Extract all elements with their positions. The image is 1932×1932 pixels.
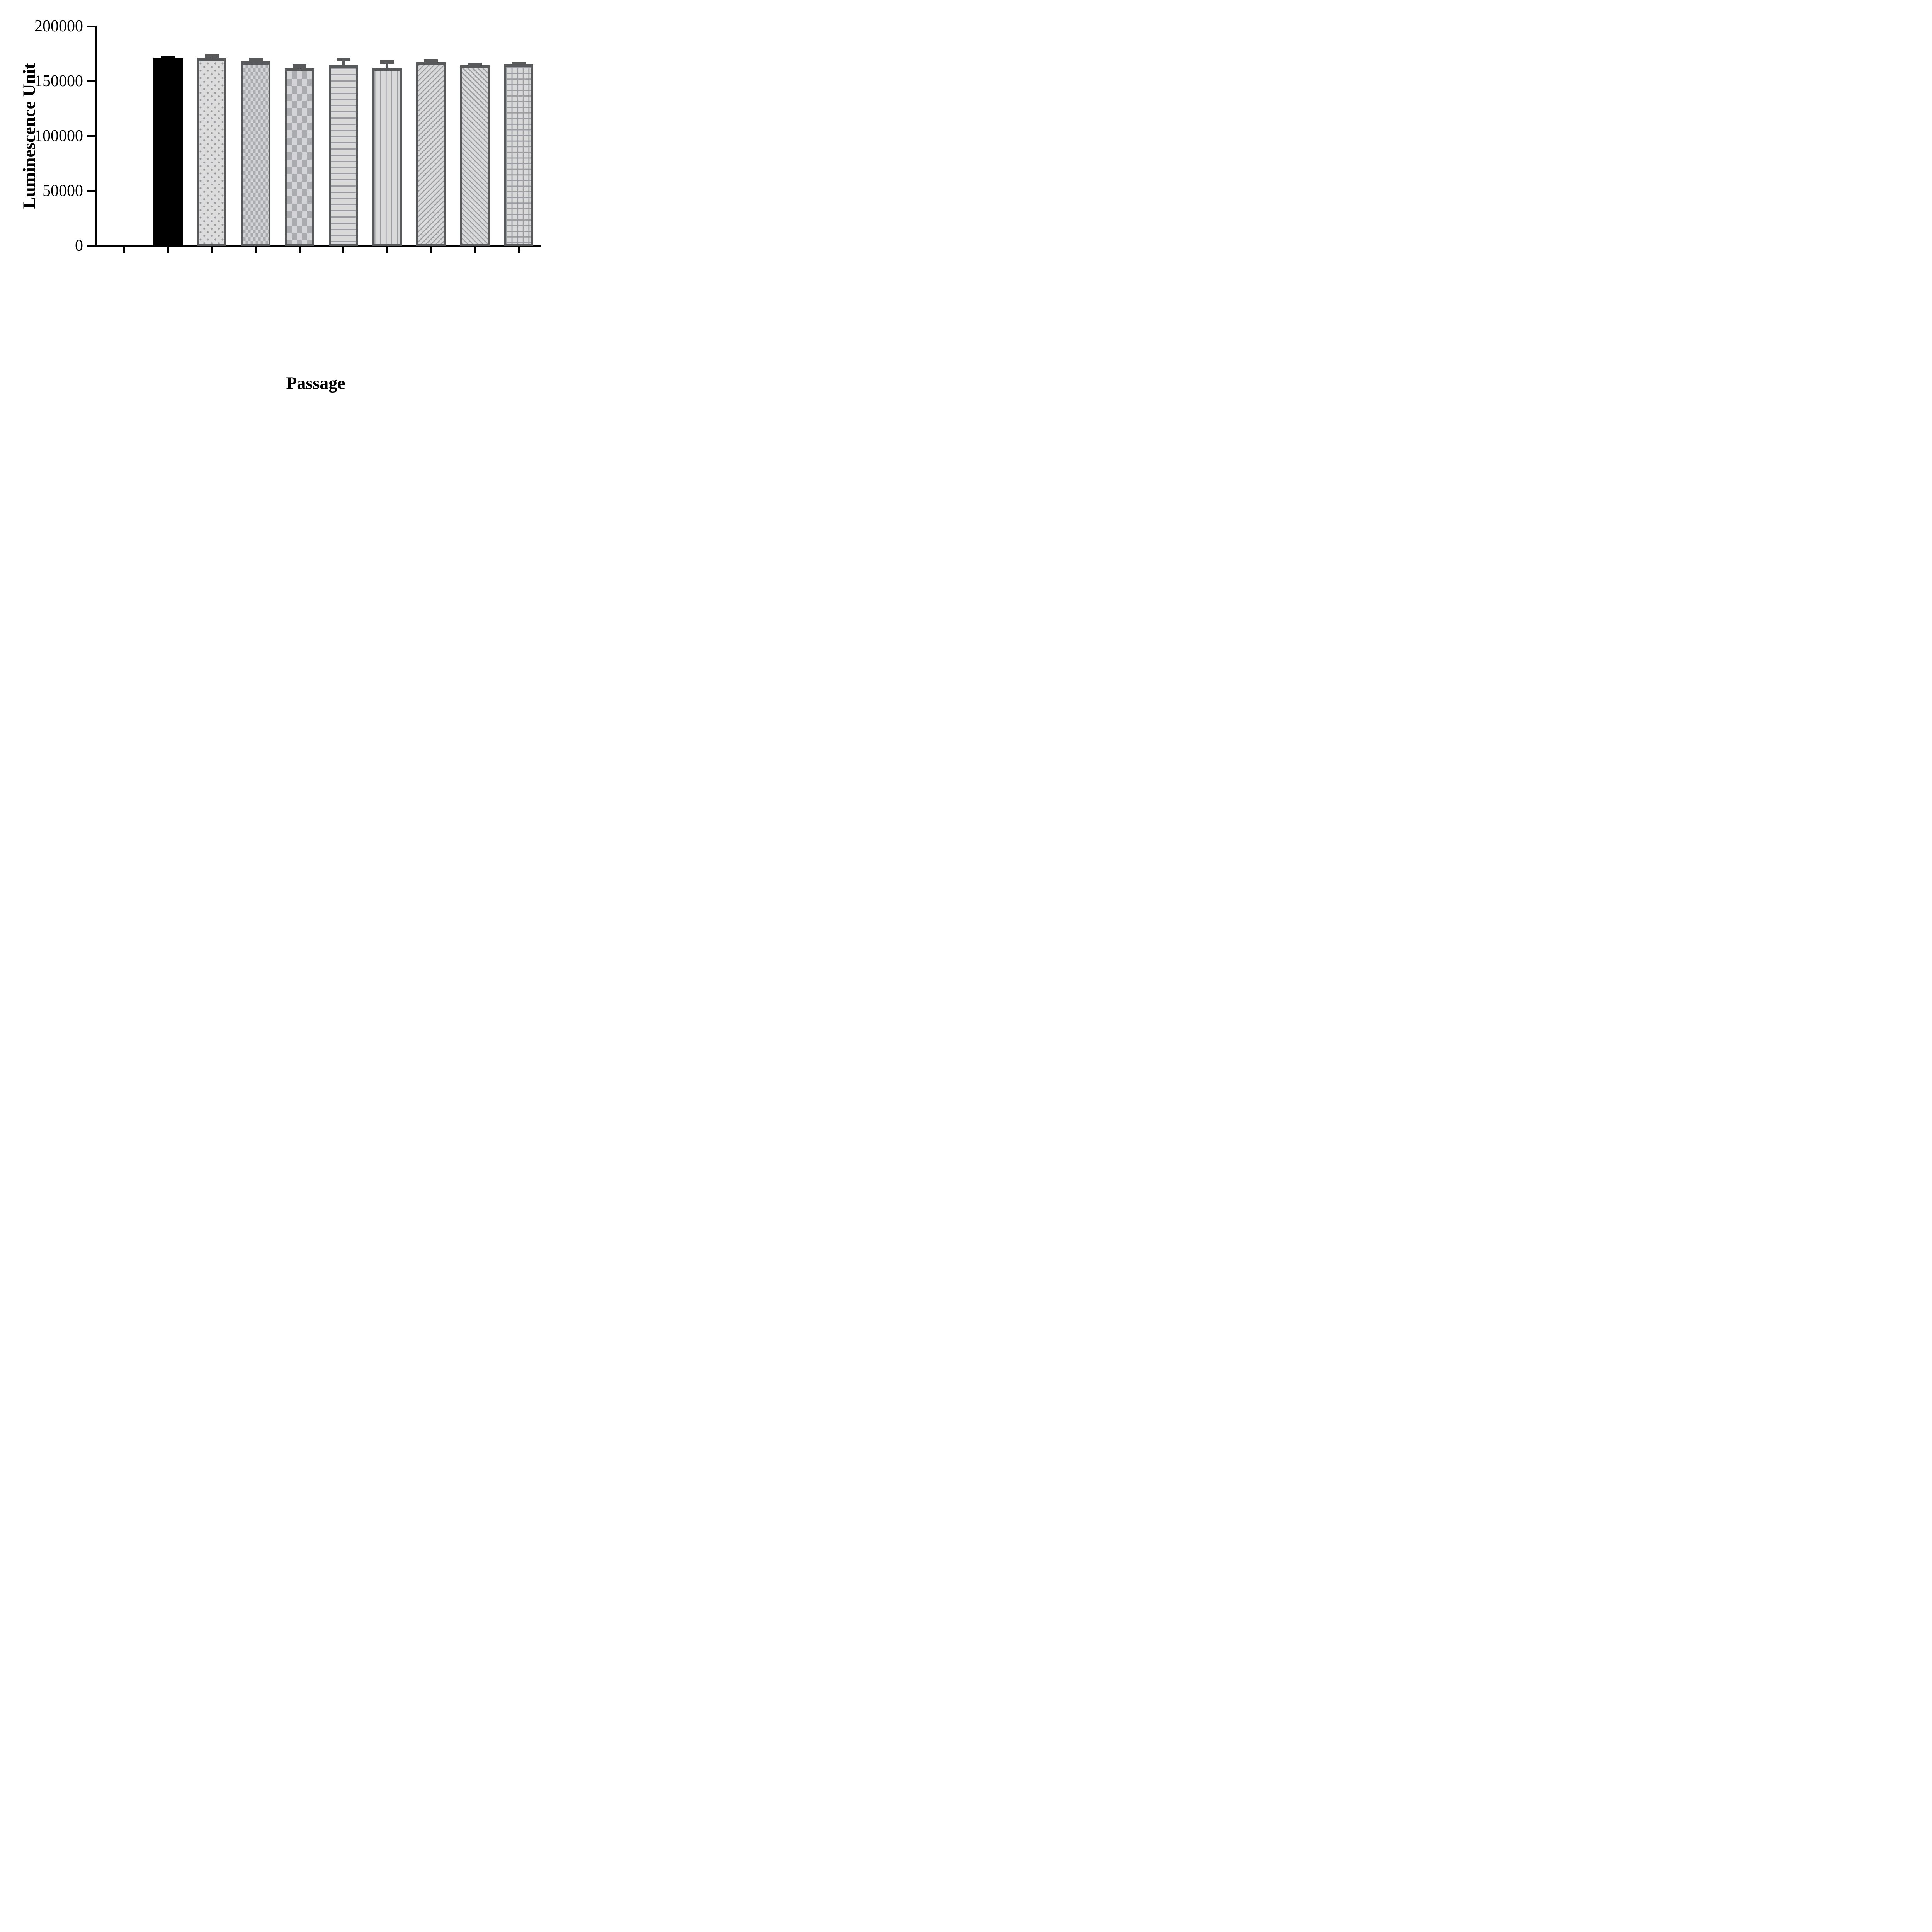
bar-OCI-AML2-Luc(P12) (285, 68, 315, 247)
bar-OCI-AML2-Luc(P4) (197, 58, 227, 247)
bar-OCI-AML2-Luc(P16) (328, 65, 358, 247)
x-tick (517, 247, 520, 253)
y-tick (87, 80, 95, 82)
y-tick (87, 25, 95, 27)
bar-OCI-AML2-Luc(P28) (460, 65, 490, 247)
error-bar-stem (342, 58, 345, 70)
error-bar-cap (380, 60, 394, 64)
x-tick (386, 247, 388, 253)
error-bar-cap (293, 64, 307, 68)
y-tick-label: 200000 (34, 17, 83, 36)
error-bar-cap (205, 54, 219, 58)
x-tick (474, 247, 476, 253)
error-bar-cap (468, 63, 482, 67)
y-tick-label: 50000 (43, 182, 83, 200)
bar-OCI-AML2-Luc(P8) (241, 61, 270, 247)
bar-OCI-AML2-Luc(P32) (504, 64, 534, 247)
bar-chart-figure: Luminescence Unit Passage 0 50000 100000 15… (0, 0, 569, 404)
error-bar-cap (512, 62, 526, 66)
error-bar-cap (248, 57, 263, 61)
bar-OCI-AML2-Luc(P24) (416, 62, 446, 247)
x-axis-title: Passage (286, 373, 345, 393)
y-tick (87, 190, 95, 192)
x-tick (123, 247, 126, 253)
y-tick (87, 245, 95, 247)
y-tick-label: 0 (75, 236, 83, 255)
y-tick (87, 135, 95, 137)
y-tick-label: 100000 (34, 127, 83, 145)
bar-OCI-AML2-Luc(P20) (372, 68, 402, 247)
x-tick (342, 247, 345, 253)
x-tick (298, 247, 301, 253)
error-bar-stem (386, 60, 388, 73)
x-tick (167, 247, 169, 253)
bar-OCI-AML2-Luc(P0) (153, 58, 183, 247)
error-bar-cap (336, 58, 350, 62)
x-tick (211, 247, 213, 253)
y-tick-label: 150000 (34, 72, 83, 90)
error-bar-cap (424, 59, 438, 63)
x-tick (255, 247, 257, 253)
x-tick (430, 247, 432, 253)
y-axis-line (94, 26, 97, 247)
x-axis-line (94, 245, 541, 247)
